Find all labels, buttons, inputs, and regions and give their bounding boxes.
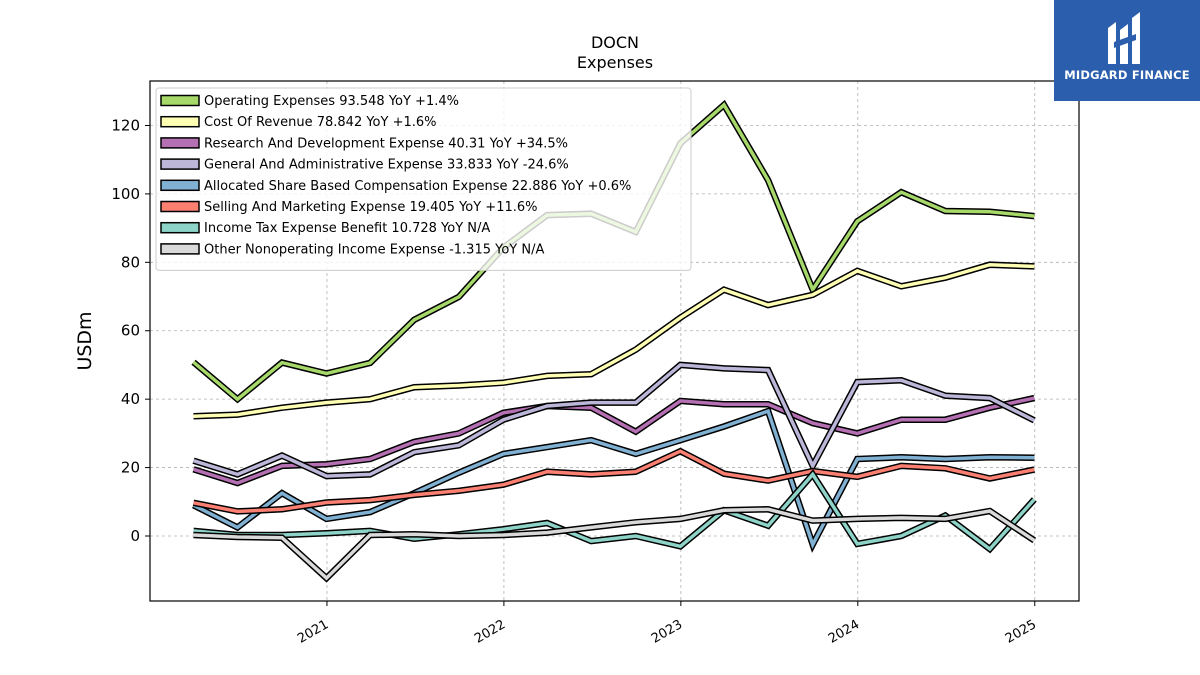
x-axis: 2021 2022 2023 2024 2025: [295, 601, 1039, 647]
y-axis: 0 20 40 60 80 100 120: [111, 116, 150, 545]
y-tick-label: 40: [121, 390, 140, 408]
legend-swatch: [160, 137, 200, 149]
chart-subtitle: Expenses: [577, 53, 653, 72]
x-tick-label: 2021: [295, 617, 331, 647]
series-line: [193, 506, 1037, 583]
series-line: [193, 261, 1035, 420]
legend-swatch: [160, 243, 200, 255]
y-tick-label: 80: [121, 253, 140, 271]
legend-swatch: [160, 94, 200, 107]
series-line: [192, 361, 1036, 480]
series-line-stroke: [192, 396, 1035, 485]
series-line-stroke: [192, 408, 1035, 550]
y-tick-label: 0: [130, 527, 140, 545]
logo-text: MIDGARD FINANCE: [1064, 68, 1190, 82]
logo-mark-icon: [1108, 12, 1140, 64]
legend-entry: Selling And Marketing Expense 19.405 YoY…: [204, 200, 538, 215]
x-tick-label: 2024: [826, 617, 862, 647]
legend-swatch: [160, 158, 200, 170]
legend-box: [155, 87, 692, 271]
series-line-outline: [193, 261, 1035, 420]
legend-entry: Operating Expenses 93.548 YoY +1.4%: [204, 94, 459, 109]
legend-entry: Cost Of Revenue 78.842 YoY +1.6%: [204, 115, 437, 130]
x-tick-label: 2022: [472, 617, 508, 647]
legend: Operating Expenses 93.548 YoY +1.4% Cost …: [155, 87, 692, 271]
series-line-stroke: [192, 363, 1036, 478]
legend-swatch: [160, 221, 200, 234]
chart-title: DOCN: [591, 33, 639, 52]
y-tick-label: 20: [121, 459, 140, 477]
legend-entry: General And Administrative Expense 33.83…: [204, 158, 569, 173]
y-tick-label: 100: [111, 185, 140, 203]
legend-entry: Income Tax Expense Benefit 10.728 YoY N/…: [204, 221, 490, 236]
series-line-stroke: [193, 449, 1035, 514]
series-line-stroke: [193, 471, 1036, 552]
y-tick-label: 120: [111, 116, 140, 134]
legend-entry: Other Nonoperating Income Expense -1.315…: [204, 242, 544, 257]
midgard-finance-logo: MIDGARD FINANCE: [1054, 0, 1200, 101]
x-tick-label: 2025: [1003, 617, 1039, 647]
x-tick-label: 2023: [649, 617, 685, 647]
series-line: [192, 406, 1035, 553]
series-line: [192, 394, 1035, 487]
y-tick-label: 60: [121, 322, 140, 340]
legend-entry: Allocated Share Based Compensation Expen…: [204, 179, 631, 194]
legend-swatch: [160, 179, 200, 192]
legend-entry: Research And Development Expense 40.31 Y…: [204, 136, 568, 151]
series-line: [193, 468, 1037, 554]
legend-swatch: [160, 200, 200, 213]
series-line: [192, 447, 1035, 515]
series-line-stroke: [193, 507, 1036, 581]
legend-swatch: [160, 115, 200, 128]
series-line-stroke: [193, 262, 1035, 419]
plot-frame: [149, 80, 1080, 602]
y-axis-label: USDm: [74, 311, 96, 370]
